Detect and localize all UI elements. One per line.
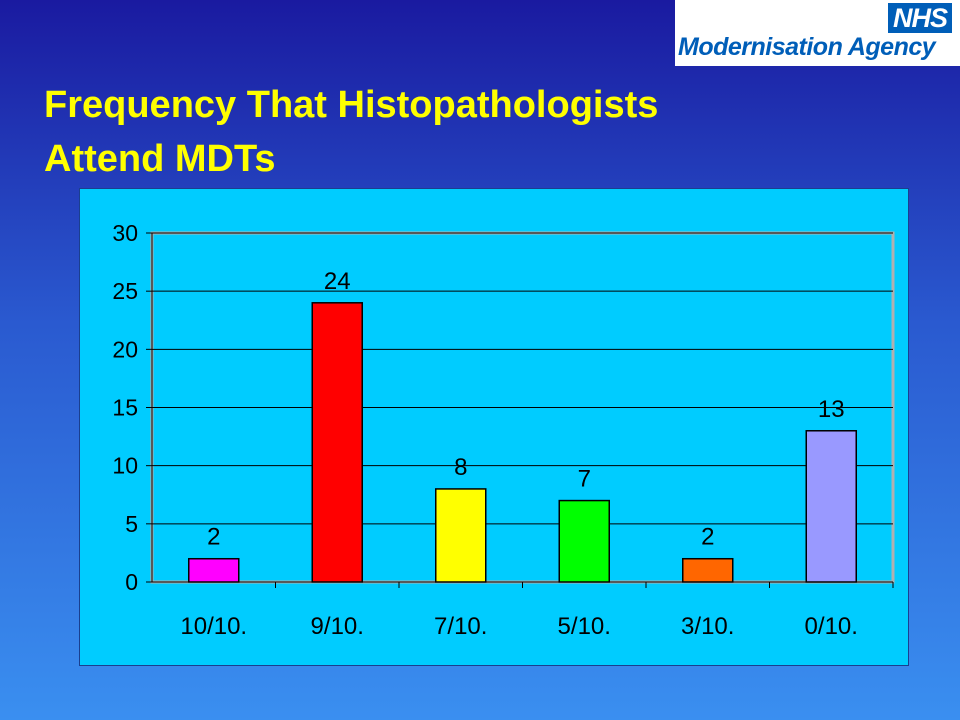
y-tick-label: 0	[125, 569, 138, 595]
data-label: 2	[701, 524, 714, 551]
nhs-logo-mark: NHS	[887, 3, 952, 33]
data-label: 7	[578, 466, 591, 493]
nhs-logo: NHS Modernisation Agency	[675, 0, 960, 66]
bar-chart: 0 5 10 15 20 25 30 2 10/10. 24 9/10. 8 7/10. 7 5/10. 2 3…	[112, 220, 895, 640]
x-tick-label: 5/10.	[558, 613, 611, 640]
y-tick-label: 30	[112, 220, 138, 246]
bar	[435, 488, 487, 583]
x-tick-label: 9/10.	[311, 613, 364, 640]
chart-frame: 0 5 10 15 20 25 30 2 10/10. 24 9/10. 8 7/10. 7 5/10. 2 3…	[79, 188, 909, 666]
bar	[311, 302, 363, 583]
y-tick-label: 15	[112, 395, 138, 421]
y-tick-label: 5	[125, 511, 138, 537]
x-tick-label: 0/10.	[805, 613, 858, 640]
y-tick-label: 20	[112, 336, 138, 362]
x-tick-label: 10/10.	[180, 613, 247, 640]
data-label: 2	[207, 524, 220, 551]
page-title: Frequency That Histopathologists Attend …	[44, 84, 659, 180]
x-tick-label: 7/10.	[434, 613, 487, 640]
data-label: 24	[324, 268, 351, 295]
bar	[558, 499, 610, 583]
logo-agency-name: Modernisation Agency	[678, 33, 936, 61]
bar	[682, 557, 734, 583]
data-label: 13	[818, 396, 845, 423]
y-tick-label: 25	[112, 278, 138, 304]
x-tick-label: 3/10.	[681, 613, 734, 640]
bar	[805, 430, 857, 583]
y-tick-label: 10	[112, 453, 138, 479]
data-label: 8	[454, 454, 467, 481]
bar	[188, 557, 240, 583]
